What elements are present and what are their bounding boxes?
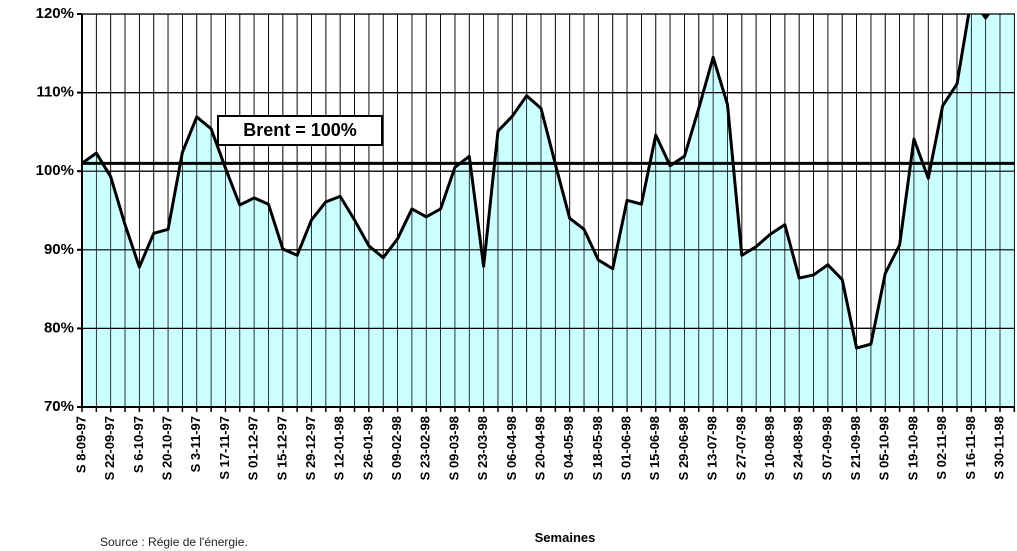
x-tick-label: S 01-12-97 — [246, 416, 261, 480]
x-tick-label: S 8-09-97 — [73, 416, 88, 473]
x-tick-label: S 24-08-98 — [791, 416, 806, 480]
y-tick-label: 110% — [36, 84, 74, 101]
y-tick-label: 90% — [44, 241, 74, 258]
x-tick-label: S 19-10-98 — [905, 416, 920, 480]
x-tick-label: S 20-10-97 — [160, 416, 175, 480]
series — [82, 14, 1015, 407]
x-tick-label: S 16-11-98 — [963, 416, 978, 480]
source: Source : Régie de l'énergie. — [100, 535, 248, 549]
x-tick-label: S 07-09-98 — [819, 416, 834, 480]
x-tick-label: S 10-08-98 — [762, 416, 777, 480]
x-tick-label: S 3-11-97 — [188, 416, 203, 472]
x-tick-label: S 05-10-98 — [877, 416, 892, 480]
x-tick-label: S 12-01-98 — [332, 416, 347, 480]
x-axis-title: Semaines — [535, 530, 596, 545]
x-tick-label: S 15-06-98 — [647, 416, 662, 480]
x-tick-label: S 13-07-98 — [705, 416, 720, 480]
x-tick-label: S 23-02-98 — [418, 416, 433, 480]
y-tick-label: 120% — [36, 5, 74, 22]
x-tick-label: S 09-02-98 — [389, 416, 404, 480]
annotation: Brent = 100% — [243, 120, 357, 140]
x-tick-label: S 02-11-98 — [934, 416, 949, 480]
x-tick-label: S 04-05-98 — [561, 416, 576, 480]
x-tick-label: S 15-12-97 — [274, 416, 289, 480]
x-tick-label: S 6-10-97 — [131, 416, 146, 473]
annotation-box — [217, 115, 383, 146]
x-tick-label: S 29-06-98 — [676, 416, 691, 480]
y-tick-label: 70% — [44, 398, 74, 415]
x-tick-label: S 29-12-97 — [303, 416, 318, 480]
x-tick-label: S 18-05-98 — [590, 416, 605, 480]
x-tick-label: S 30-11-98 — [991, 416, 1006, 480]
x-tick-label: S 01-06-98 — [619, 416, 634, 480]
x-tick-label: S 20-04-98 — [532, 416, 547, 480]
line — [82, 14, 991, 350]
x-tick-label: S 23-03-98 — [475, 416, 490, 480]
x-tick-label: S 17-11-97 — [217, 416, 232, 480]
x-tick-label: S 22-09-97 — [102, 416, 117, 480]
y-tick-label: 100% — [36, 162, 74, 179]
area — [82, 14, 1015, 407]
x-tick-label: S 06-04-98 — [504, 416, 519, 480]
x-tick-label: S 09-03-98 — [446, 416, 461, 480]
x-tick-label: S 27-07-98 — [733, 416, 748, 480]
x-tick-label: S 21-09-98 — [848, 416, 863, 480]
axes: 70% 80% 90% 100% 110% 120% S 8-09-97 S 22-09-97… — [36, 5, 1016, 480]
x-tick-label: S 26-01-98 — [360, 416, 375, 480]
y-tick-label: 80% — [44, 319, 74, 336]
